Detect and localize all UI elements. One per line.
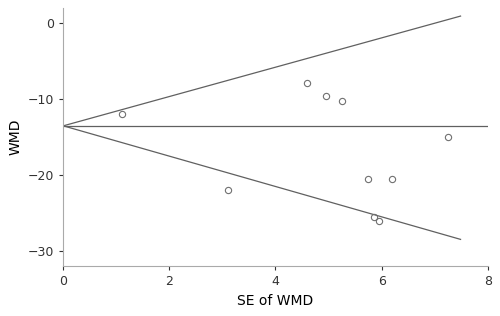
Y-axis label: WMD: WMD [8,119,22,155]
X-axis label: SE of WMD: SE of WMD [238,294,314,308]
